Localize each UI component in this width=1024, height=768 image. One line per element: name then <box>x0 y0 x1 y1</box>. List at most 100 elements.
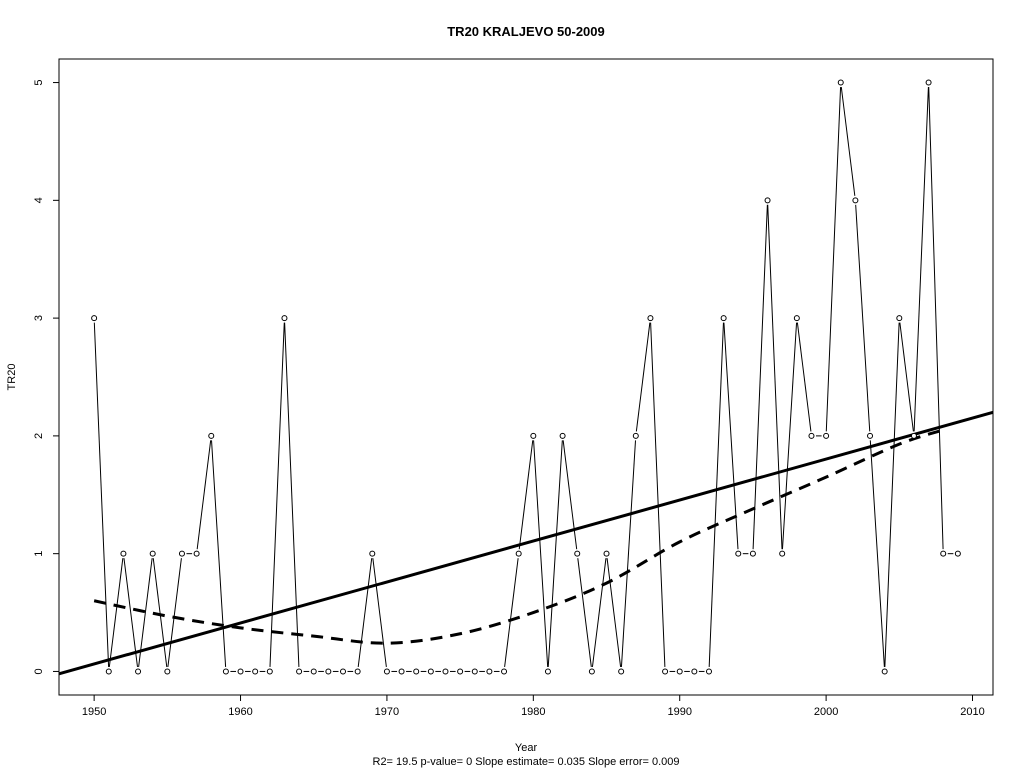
data-segment <box>211 440 227 667</box>
data-point-1962 <box>266 668 273 675</box>
y-axis-label: TR20 <box>6 364 18 391</box>
y-tick-label: 1 <box>33 551 45 557</box>
x-axis: 1950 1960 1970 1980 1990 2000 2010 <box>82 695 985 718</box>
data-segment <box>123 558 138 668</box>
data-point-1989 <box>662 668 669 675</box>
x-tick-label: 1980 <box>521 706 545 718</box>
x-axis-label: Year <box>515 742 538 754</box>
data-segment <box>855 204 871 432</box>
data-segment <box>372 558 387 668</box>
data-point-2005 <box>896 315 903 322</box>
data-point-1999 <box>808 432 815 439</box>
data-segment <box>518 440 534 550</box>
x-tick-label: 2000 <box>814 706 838 718</box>
data-point-1991 <box>691 668 698 675</box>
data-segment <box>884 322 900 667</box>
data-segment <box>108 558 124 668</box>
data-segment <box>708 322 724 667</box>
data-point-1951 <box>105 668 112 675</box>
data-segment <box>152 558 168 668</box>
data-point-1958 <box>208 432 215 439</box>
y-tick-label: 5 <box>33 79 45 85</box>
data-segment <box>635 322 651 432</box>
data-segment <box>840 86 856 196</box>
data-point-1998 <box>793 315 800 322</box>
data-segment <box>723 322 739 550</box>
series-layer <box>59 79 993 676</box>
data-point-1970 <box>383 668 390 675</box>
data-point-1969 <box>369 550 376 557</box>
data-point-1967 <box>340 668 347 675</box>
data-point-1977 <box>486 668 493 675</box>
data-point-1955 <box>164 668 171 675</box>
data-point-1983 <box>574 550 581 557</box>
data-point-1993 <box>720 315 727 322</box>
data-point-1994 <box>735 550 742 557</box>
data-point-1966 <box>325 668 332 675</box>
data-segment <box>899 322 914 432</box>
data-point-1978 <box>501 668 508 675</box>
data-point-1988 <box>647 315 654 322</box>
data-segment <box>620 440 637 667</box>
data-point-1980 <box>530 432 537 439</box>
data-segment <box>504 558 519 668</box>
data-segment <box>591 558 607 668</box>
data-point-1954 <box>149 550 156 557</box>
data-segment <box>913 87 929 432</box>
chart-title: TR20 KRALJEVO 50-2009 <box>447 24 605 39</box>
data-point-1985 <box>603 550 610 557</box>
data-point-1987 <box>632 432 639 439</box>
data-point-1972 <box>413 668 420 675</box>
data-point-1981 <box>544 668 551 675</box>
data-point-1961 <box>252 668 259 675</box>
y-tick-label: 2 <box>33 433 45 439</box>
data-segment <box>606 558 622 668</box>
x-tick-label: 1950 <box>82 706 106 718</box>
data-segment <box>196 440 212 550</box>
data-point-2003 <box>867 432 874 439</box>
data-point-1990 <box>676 668 683 675</box>
plot-frame <box>58 58 994 696</box>
data-point-1976 <box>471 668 478 675</box>
x-tick-label: 2010 <box>960 706 984 718</box>
stats-subtitle: R2= 19.5 p-value= 0 Slope estimate= 0.03… <box>373 756 680 768</box>
data-segment <box>269 322 285 667</box>
data-segment <box>767 204 783 550</box>
data-point-1959 <box>222 668 229 675</box>
data-point-2004 <box>881 668 888 675</box>
data-point-1986 <box>618 668 625 675</box>
y-axis: 0 1 2 3 4 5 <box>33 79 59 675</box>
trend-line <box>59 410 993 676</box>
x-tick-label: 1960 <box>228 706 252 718</box>
data-segment <box>167 558 182 668</box>
data-segment <box>825 87 842 432</box>
data-point-1979 <box>515 550 522 557</box>
data-segment <box>547 440 563 667</box>
data-point-1964 <box>296 668 303 675</box>
data-point-1975 <box>457 668 464 675</box>
data-point-2002 <box>852 197 859 204</box>
y-tick-label: 0 <box>33 668 45 674</box>
data-point-1952 <box>120 550 127 557</box>
data-point-1950 <box>91 315 98 322</box>
data-segment <box>796 322 812 432</box>
data-point-2007 <box>925 79 932 86</box>
data-point-2001 <box>837 79 844 86</box>
data-segment <box>869 440 885 667</box>
data-point-1953 <box>135 668 142 675</box>
data-segment <box>781 322 798 550</box>
data-segment <box>928 87 944 550</box>
data-segment <box>650 322 666 667</box>
data-point-1982 <box>559 432 566 439</box>
data-point-1974 <box>442 668 449 675</box>
data-point-1956 <box>178 550 185 557</box>
data-point-1971 <box>398 668 405 675</box>
data-point-2000 <box>823 432 830 439</box>
data-point-1957 <box>193 550 200 557</box>
data-point-1984 <box>588 668 595 675</box>
x-tick-label: 1990 <box>667 706 691 718</box>
data-point-1965 <box>310 668 317 675</box>
data-point-1996 <box>764 197 771 204</box>
y-tick-label: 3 <box>33 315 45 321</box>
